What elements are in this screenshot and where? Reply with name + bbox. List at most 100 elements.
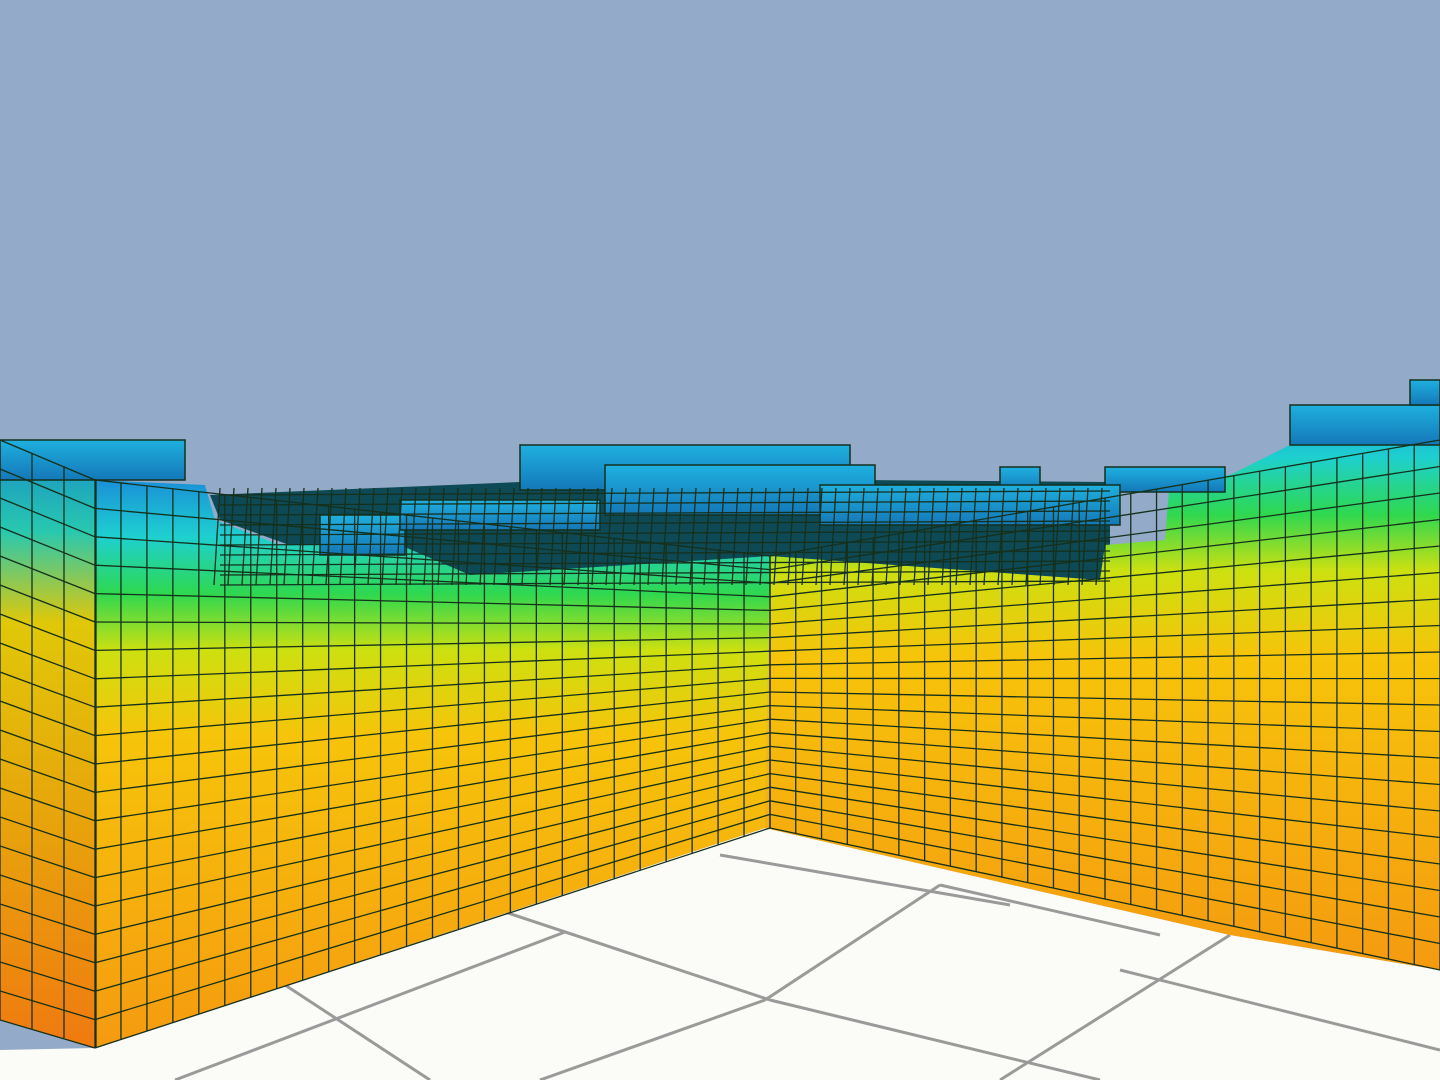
grid-line xyxy=(769,624,1440,652)
grid-line xyxy=(94,800,771,992)
voxel-grid-lines xyxy=(0,439,1440,1049)
grid-line xyxy=(0,932,96,964)
grid-line xyxy=(0,584,96,623)
grid-line xyxy=(94,636,771,652)
grid-line xyxy=(219,550,1111,556)
grid-line xyxy=(619,487,627,586)
grid-line xyxy=(769,518,1440,598)
grid-line xyxy=(94,677,771,737)
grid-line xyxy=(0,729,96,765)
grid-line xyxy=(241,487,249,586)
grid-line xyxy=(769,732,1440,786)
grid-line xyxy=(941,487,949,586)
grid-line xyxy=(769,813,1440,945)
grid-line xyxy=(94,813,771,1021)
grid-line xyxy=(745,487,753,586)
grid-line xyxy=(769,745,1440,812)
grid-line xyxy=(94,786,771,964)
grid-line xyxy=(0,497,96,538)
grid-line xyxy=(94,536,771,584)
grid-line xyxy=(219,580,1111,586)
grid-line xyxy=(219,530,1111,536)
grid-line xyxy=(94,621,771,625)
grid-line xyxy=(0,874,96,907)
grid-line xyxy=(0,613,96,652)
grid-line xyxy=(829,487,837,586)
grid-line xyxy=(769,827,1440,971)
grid-line xyxy=(899,487,907,586)
grid-line xyxy=(843,487,851,586)
grid-line xyxy=(983,487,991,586)
grid-line xyxy=(0,526,96,566)
grid-line xyxy=(219,560,1111,566)
grid-line xyxy=(769,786,1440,892)
grid-line xyxy=(0,961,96,992)
grid-line xyxy=(769,545,1440,612)
grid-line xyxy=(219,540,1111,546)
grid-line xyxy=(94,507,771,571)
grid-line xyxy=(219,570,1111,576)
grid-line xyxy=(885,487,893,586)
grid-line xyxy=(0,816,96,850)
grid-line xyxy=(549,487,557,586)
grid-line xyxy=(0,903,96,936)
grid-line xyxy=(955,487,963,586)
grid-line xyxy=(857,487,865,586)
grid-line xyxy=(0,642,96,680)
grid-line xyxy=(94,704,771,794)
grid-line xyxy=(769,691,1440,706)
grid-line xyxy=(227,487,235,586)
grid-line xyxy=(0,671,96,708)
grid-line xyxy=(94,592,771,612)
grid-line xyxy=(0,555,96,595)
grid-line xyxy=(577,487,585,586)
grid-line xyxy=(1081,487,1089,586)
grid-line xyxy=(219,500,1111,506)
grid-line xyxy=(94,718,771,822)
grid-line xyxy=(997,487,1005,586)
grid-line xyxy=(0,990,96,1021)
grid-line xyxy=(1011,487,1019,586)
grid-line xyxy=(769,571,1440,625)
grid-line xyxy=(605,487,613,586)
grid-line xyxy=(94,650,771,680)
grid-line xyxy=(94,732,771,850)
grid-line xyxy=(769,772,1440,865)
grid-line xyxy=(219,520,1111,526)
floor-grid xyxy=(174,853,1440,1080)
grid-line xyxy=(769,718,1440,759)
grid-line xyxy=(731,487,739,586)
grid-line xyxy=(675,487,683,586)
grid-line xyxy=(94,759,771,907)
grid-line xyxy=(969,487,977,586)
grid-line xyxy=(647,487,655,586)
right-wall xyxy=(765,400,1440,970)
grid-line xyxy=(769,651,1440,666)
grid-line xyxy=(717,487,725,586)
grid-line xyxy=(94,691,771,765)
raised-blocks xyxy=(0,379,1440,556)
grid-line xyxy=(769,800,1440,918)
grid-line xyxy=(563,487,571,586)
grid-line xyxy=(213,487,221,586)
grid-line xyxy=(759,487,767,586)
grid-line xyxy=(801,487,809,586)
grid-line xyxy=(0,845,96,879)
grid-line xyxy=(94,745,771,879)
grid-line xyxy=(94,564,771,598)
grid-line xyxy=(94,772,771,936)
grid-line xyxy=(1039,487,1047,586)
grid-line xyxy=(0,758,96,794)
grid-line xyxy=(769,704,1440,733)
grid-line xyxy=(1095,487,1103,586)
grid-line xyxy=(94,827,771,1049)
grid-line xyxy=(94,664,771,708)
grid-line xyxy=(815,487,823,586)
grid-line xyxy=(219,510,1111,516)
grid-line xyxy=(0,787,96,822)
grid-line xyxy=(1025,487,1033,586)
grid-line xyxy=(769,759,1440,839)
grid-line xyxy=(0,700,96,737)
grid-line xyxy=(927,487,935,586)
